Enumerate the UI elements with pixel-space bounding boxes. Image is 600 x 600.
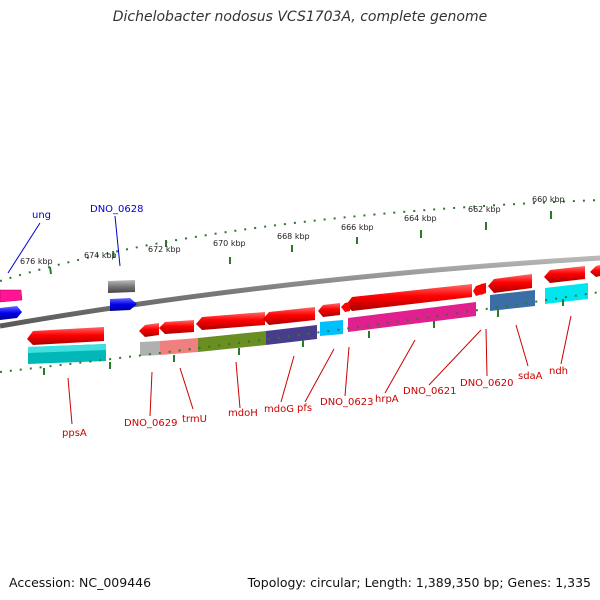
gene-label-mdoH: mdoH [228, 408, 258, 419]
gene-right-edge-forward [590, 265, 600, 277]
gene-mdoG-arrow [263, 307, 315, 325]
ruler-label-662: 662 kbp [468, 205, 501, 214]
leader-sdaA [515, 324, 529, 367]
genome-backbone [0, 255, 600, 329]
leader-hrpA [384, 339, 416, 394]
gene-DNO_0628-forward [108, 280, 135, 293]
gene-label-mdoG: mdoG [264, 404, 294, 415]
accession-text: Accession: NC_009446 [9, 575, 152, 590]
outer-ruler-ticks [49, 211, 552, 275]
gene-label-ppsA: ppsA [62, 428, 87, 439]
ruler-label-672: 672 kbp [148, 245, 181, 254]
band-pfs [320, 320, 343, 336]
leader-ndh [560, 315, 572, 365]
leader-mdoH [235, 361, 241, 409]
gene-label-pfs: pfs [297, 403, 312, 414]
band-hrpA [348, 302, 476, 332]
gene-trmU-arrow [159, 320, 194, 334]
gene-DNO_0620-forward [488, 274, 532, 293]
gene-label-ndh: ndh [549, 366, 568, 377]
inner-ruler-ticks [43, 299, 564, 375]
gene-label-hrpA: hrpA [375, 394, 399, 405]
gene-ndh-forward [544, 266, 585, 283]
page-title: Dichelobacter nodosus VCS1703A, complete… [112, 9, 488, 25]
ruler-label-674: 674 kbp [84, 251, 117, 260]
gene-pfs-arrow [318, 303, 340, 317]
band-DNO_0620 [490, 290, 535, 311]
gene-label-trmU: trmU [182, 414, 207, 425]
leader-DNO_0629 [149, 371, 153, 417]
genome-summary-text: Topology: circular; Length: 1,389,350 bp… [247, 575, 591, 590]
ruler-labels: 676 kbp 674 kbp 672 kbp 670 kbp 668 kbp … [20, 195, 565, 266]
ruler-label-668: 668 kbp [277, 232, 310, 241]
gene-label-ung: ung [32, 210, 51, 221]
leader-DNO_0623 [344, 346, 350, 397]
band-mdoG [266, 325, 317, 345]
gene-DNO_0628-blue [110, 298, 137, 311]
leader-pfs [304, 348, 335, 403]
ruler-label-664: 664 kbp [404, 214, 437, 223]
gene-label-DNO_0628: DNO_0628 [90, 204, 144, 215]
leader-mdoG [280, 355, 295, 403]
leader-DNO_0621 [428, 329, 482, 386]
middle-lane-genes [0, 298, 350, 345]
gene-ppsA-arrow [27, 327, 104, 345]
gene-label-DNO_0623: DNO_0623 [320, 397, 374, 408]
leader-ppsA [67, 377, 73, 425]
leader-DNO_0620 [485, 328, 488, 377]
gene-mdoH-arrow [196, 312, 265, 330]
ruler-label-666: 666 kbp [341, 223, 374, 232]
gene-labels: ung DNO_0628 ppsA DNO_0629 trmU mdoH mdo… [32, 204, 568, 439]
band-ndh [545, 283, 588, 304]
gene-DNO_0629-arrow [139, 323, 159, 337]
gene-forward-left-edge [0, 289, 23, 303]
gene-label-DNO_0621: DNO_0621 [403, 386, 457, 397]
gene-DNO_0621-arrow-b [478, 283, 486, 295]
leader-DNO_0628 [114, 215, 121, 267]
gene-label-sdaA: sdaA [518, 371, 543, 382]
category-bands [28, 283, 588, 364]
ruler-label-660: 660 kbp [532, 195, 565, 204]
band-trmU [160, 338, 198, 355]
gene-label-DNO_0620: DNO_0620 [460, 378, 514, 389]
leader-trmU [179, 367, 194, 410]
gene-label-DNO_0629: DNO_0629 [124, 418, 178, 429]
forward-strand-genes [0, 265, 600, 311]
gene-hrpA-forward [346, 284, 472, 311]
band-mdoH [198, 331, 266, 352]
band-DNO_0629 [140, 341, 160, 356]
band-ppsA-highlight [28, 344, 106, 353]
leader-lines [7, 215, 572, 425]
gene-DNO_0623-arrow-a [341, 302, 350, 312]
gene-ung-blue [0, 306, 22, 320]
leader-ung [7, 222, 41, 274]
ruler-label-676: 676 kbp [20, 257, 53, 266]
ruler-label-670: 670 kbp [213, 239, 246, 248]
